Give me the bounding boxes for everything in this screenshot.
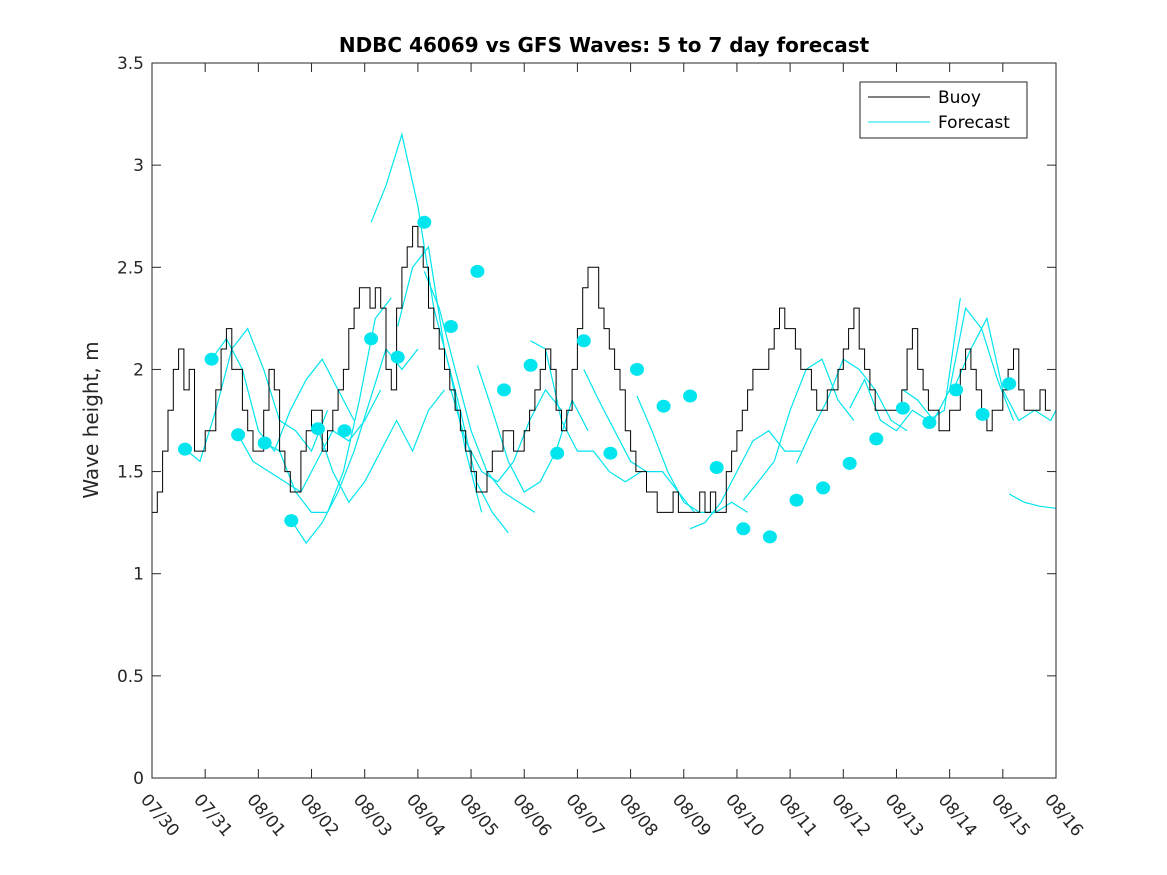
axes-box <box>151 62 1057 779</box>
legend: Buoy Forecast <box>859 81 1028 139</box>
x-tick-label: 08/14 <box>934 790 981 840</box>
forecast-point <box>178 442 192 456</box>
forecast-point <box>204 352 219 366</box>
forecast-line-8 <box>397 245 509 534</box>
x-tick-label: 08/06 <box>508 790 555 840</box>
y-tick-label: 3 <box>133 156 144 176</box>
forecast-line-2 <box>211 337 355 453</box>
forecast-point <box>816 481 831 495</box>
forecast-point <box>842 456 857 470</box>
forecast-point <box>683 389 698 403</box>
forecast-point <box>762 530 777 544</box>
x-tick-label: 08/16 <box>1040 790 1087 840</box>
chart-title: NDBC 46069 vs GFS Waves: 5 to 7 day fore… <box>339 33 870 57</box>
forecast-line-6 <box>317 389 445 504</box>
forecast-point <box>922 416 937 429</box>
forecast-line-12 <box>530 340 642 483</box>
forecast-point <box>603 446 618 460</box>
forecast-line-18 <box>849 297 961 432</box>
forecast-point <box>470 264 485 278</box>
y-tick-label: 2.5 <box>117 258 144 278</box>
forecast-point <box>550 446 565 460</box>
x-tick-label: 08/04 <box>402 790 449 840</box>
forecast-point <box>443 320 458 333</box>
forecast-line-16 <box>742 358 855 501</box>
x-tick-label: 08/07 <box>562 790 609 840</box>
forecast-line-9 <box>423 271 536 513</box>
forecast-point <box>390 350 405 364</box>
forecast-line-7 <box>370 132 483 513</box>
forecast-point <box>869 432 884 446</box>
y-tick-label: 0.5 <box>117 667 144 687</box>
forecast-line-13 <box>583 369 695 513</box>
plot-area <box>152 132 1057 545</box>
forecast-line-19 <box>902 306 1015 422</box>
x-tick-label: 08/05 <box>455 790 502 840</box>
forecast-point <box>895 401 910 415</box>
x-tick-label: 08/15 <box>987 790 1034 840</box>
forecast-point <box>337 424 352 438</box>
forecast-line-21 <box>1008 493 1057 509</box>
forecast-line-20 <box>955 316 1057 422</box>
forecast-points <box>178 215 1017 544</box>
y-axis: 0 0.5 1 1.5 2 2.5 3 3.5 <box>117 54 1056 789</box>
forecast-line-1 <box>184 327 329 463</box>
forecast-point <box>257 436 272 450</box>
x-tick-label: 08/03 <box>349 790 396 840</box>
forecast-point <box>364 332 379 346</box>
y-tick-label: 0 <box>133 769 144 789</box>
forecast-line-14 <box>636 395 748 514</box>
x-tick-label: 08/09 <box>668 790 715 840</box>
forecast-line-5 <box>290 347 419 545</box>
legend-buoy-label: Buoy <box>938 88 981 108</box>
x-tick-label: 08/12 <box>827 790 874 840</box>
x-tick-label: 08/11 <box>774 790 821 840</box>
y-tick-label: 1 <box>133 565 144 585</box>
forecast-point <box>656 399 671 413</box>
forecast-point <box>949 383 963 397</box>
forecast-point <box>736 522 751 536</box>
forecast-point <box>310 422 325 436</box>
x-tick-label: 08/02 <box>296 790 343 840</box>
x-tick-label: 08/13 <box>881 790 928 840</box>
forecast-line-17 <box>795 358 908 464</box>
forecast-point <box>630 362 644 376</box>
y-axis-label: Wave height, m <box>79 341 103 498</box>
legend-box <box>859 81 1028 139</box>
forecast-point <box>284 514 299 528</box>
y-tick-label: 3.5 <box>117 54 144 74</box>
forecast-line-15 <box>689 429 801 530</box>
forecast-line-10 <box>450 388 562 483</box>
forecast-point <box>417 215 432 229</box>
x-tick-label: 08/01 <box>243 790 290 840</box>
forecast-point <box>497 383 511 397</box>
y-tick-label: 2 <box>133 360 144 380</box>
forecast-point <box>975 407 990 421</box>
forecast-point <box>709 461 724 474</box>
forecast-point <box>576 334 591 348</box>
forecast-line-11 <box>476 365 589 493</box>
forecast-point <box>1002 377 1017 391</box>
legend-forecast-label: Forecast <box>938 113 1010 133</box>
x-tick-label: 07/30 <box>136 790 183 840</box>
forecast-point <box>523 358 538 372</box>
y-tick-label: 1.5 <box>117 463 144 483</box>
x-tick-label: 08/10 <box>721 790 768 840</box>
x-tick-label: 08/08 <box>615 790 662 840</box>
x-tick-label: 07/31 <box>189 790 236 840</box>
forecast-point <box>789 493 804 507</box>
forecast-line-3 <box>237 389 382 493</box>
forecast-point <box>231 428 246 442</box>
